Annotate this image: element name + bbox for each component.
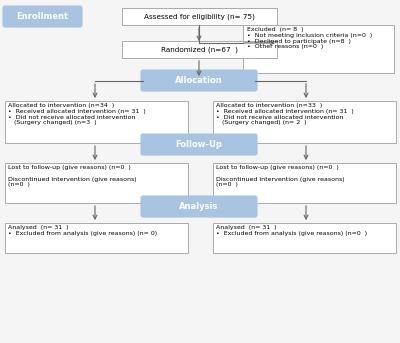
Text: Assessed for eligibility (n= 75): Assessed for eligibility (n= 75)	[144, 13, 255, 20]
Text: Excluded  (n= 8  )
•  Not meeting inclusion criteria (n=0  )
•  Declined to part: Excluded (n= 8 ) • Not meeting inclusion…	[247, 27, 372, 49]
Text: Analysis: Analysis	[179, 202, 219, 211]
FancyBboxPatch shape	[122, 41, 277, 58]
Text: Lost to follow-up (give reasons) (n=0  )

Discontinued intervention (give reason: Lost to follow-up (give reasons) (n=0 ) …	[8, 165, 137, 187]
Text: Follow-Up: Follow-Up	[176, 140, 222, 149]
FancyBboxPatch shape	[213, 163, 396, 203]
FancyBboxPatch shape	[122, 8, 277, 25]
Text: Allocation: Allocation	[175, 76, 223, 85]
FancyBboxPatch shape	[141, 196, 257, 217]
Text: Analysed  (n= 31  )
•  Excluded from analysis (give reasons) (n=0  ): Analysed (n= 31 ) • Excluded from analys…	[216, 225, 367, 236]
FancyBboxPatch shape	[243, 25, 394, 73]
Text: Enrollment: Enrollment	[16, 12, 68, 21]
FancyBboxPatch shape	[141, 70, 257, 91]
FancyBboxPatch shape	[5, 101, 188, 143]
Text: Allocated to intervention (n=34  )
•  Received allocated intervention (n= 31  )
: Allocated to intervention (n=34 ) • Rece…	[8, 103, 146, 126]
FancyBboxPatch shape	[213, 223, 396, 253]
Text: Analysed  (n= 31  )
•  Excluded from analysis (give reasons) (n= 0): Analysed (n= 31 ) • Excluded from analys…	[8, 225, 157, 236]
Text: Lost to follow-up (give reasons) (n=0  )

Discontinued intervention (give reason: Lost to follow-up (give reasons) (n=0 ) …	[216, 165, 345, 187]
Text: Randomized (n=67  ): Randomized (n=67 )	[161, 46, 238, 53]
FancyBboxPatch shape	[3, 6, 82, 27]
Text: Allocated to intervention (n=33  )
•  Received allocated intervention (n= 31  )
: Allocated to intervention (n=33 ) • Rece…	[216, 103, 354, 126]
FancyBboxPatch shape	[213, 101, 396, 143]
FancyBboxPatch shape	[5, 223, 188, 253]
FancyBboxPatch shape	[5, 163, 188, 203]
FancyBboxPatch shape	[141, 134, 257, 155]
